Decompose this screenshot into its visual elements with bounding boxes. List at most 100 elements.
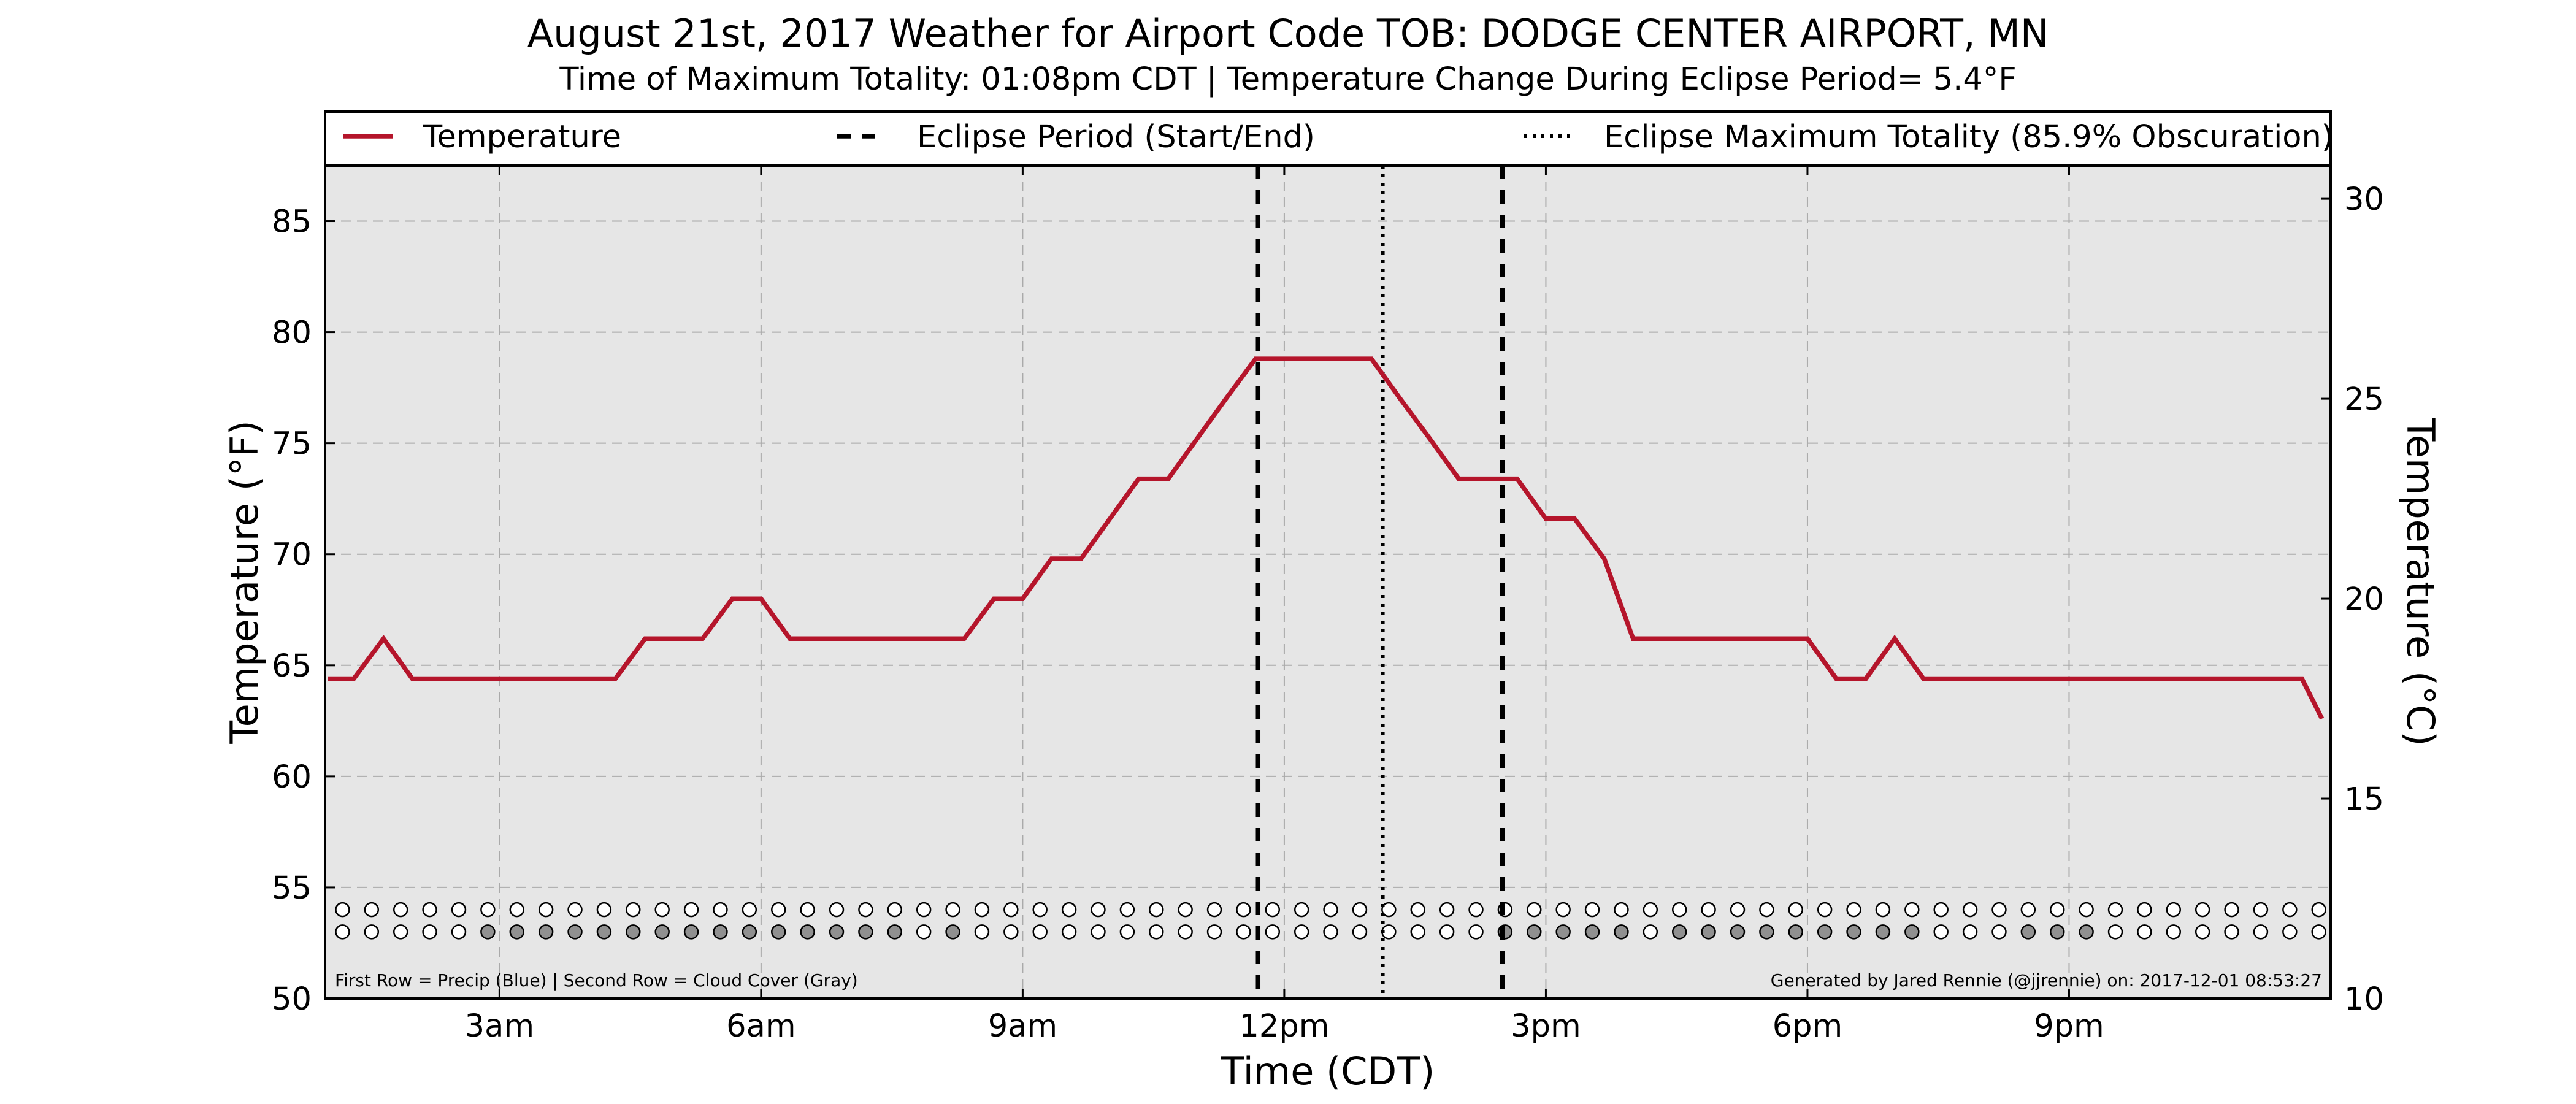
- precip-marker: [596, 902, 612, 918]
- temperature-line: [328, 356, 2325, 720]
- plot-area: [325, 166, 2331, 999]
- precip-marker: [567, 902, 583, 918]
- precip-marker: [1294, 902, 1309, 918]
- chart-title: August 21st, 2017 Weather for Airport Co…: [527, 11, 2049, 56]
- cloud-cover-marker: [945, 924, 960, 940]
- cloud-cover-marker: [770, 924, 786, 940]
- cloud-cover-marker: [1788, 924, 1804, 940]
- precip-marker: [974, 902, 990, 918]
- precip-marker: [1468, 902, 1484, 918]
- x-tick-label: 12pm: [1239, 1008, 1329, 1045]
- cloud-cover-marker: [2137, 924, 2152, 940]
- precip-marker: [422, 902, 437, 918]
- cloud-cover-marker: [596, 924, 612, 940]
- cloud-cover-marker: [1352, 924, 1368, 940]
- cloud-cover-marker: [1265, 924, 1281, 940]
- precip-marker: [1730, 902, 1746, 918]
- precip-marker: [1206, 902, 1222, 918]
- precip-marker: [1178, 902, 1193, 918]
- y-axis-right: 10 15 20 25 30: [2321, 182, 2384, 1018]
- precip-marker: [1555, 902, 1571, 918]
- y-right-tick-label: 20: [2344, 581, 2384, 618]
- cloud-cover-marker: [1032, 924, 1048, 940]
- precip-marker: [742, 902, 757, 918]
- precip-marker: [2107, 902, 2123, 918]
- precip-marker: [1149, 902, 1164, 918]
- cloud-cover-marker: [1614, 924, 1629, 940]
- x-tick-label: 6am: [726, 1008, 795, 1045]
- cloud-cover-marker: [974, 924, 990, 940]
- precip-marker: [538, 902, 554, 918]
- cloud-cover-marker: [1178, 924, 1193, 940]
- precip-marker: [364, 902, 380, 918]
- cloud-cover-marker: [451, 924, 467, 940]
- precip-marker: [1991, 902, 2007, 918]
- precip-marker: [1003, 902, 1019, 918]
- y-right-tick-label: 15: [2344, 781, 2384, 818]
- y-right-tick-label: 30: [2344, 182, 2384, 218]
- eclipse-lines: [1255, 166, 1505, 999]
- precip-marker: [1410, 902, 1425, 918]
- cloud-cover-marker: [829, 924, 845, 940]
- cloud-cover-marker: [654, 924, 670, 940]
- precip-marker: [1759, 902, 1774, 918]
- cloud-cover-marker: [713, 924, 728, 940]
- precip-marker: [887, 902, 903, 918]
- y-axis-left: 50 55 60 65 70 75 80 85: [272, 204, 335, 1018]
- y-tick-label: 80: [272, 315, 312, 351]
- cloud-cover-marker: [1904, 924, 1920, 940]
- precip-marker: [1527, 902, 1542, 918]
- cloud-cover-marker: [393, 924, 408, 940]
- y-tick-label: 75: [272, 426, 312, 462]
- cloud-cover-marker: [626, 924, 641, 940]
- cloud-cover-marker: [800, 924, 815, 940]
- footnote-left: First Row = Precip (Blue) | Second Row =…: [335, 970, 858, 991]
- y-right-tick-label: 25: [2344, 381, 2384, 418]
- cloud-cover-marker: [480, 924, 496, 940]
- precip-marker: [713, 902, 728, 918]
- y-tick-label: 85: [272, 204, 312, 240]
- x-tick-label: 3am: [465, 1008, 534, 1045]
- precip-marker: [626, 902, 641, 918]
- precip-marker: [1962, 902, 1978, 918]
- precip-marker: [1091, 902, 1106, 918]
- y-tick-label: 50: [272, 981, 312, 1018]
- cloud-cover-marker: [2224, 924, 2239, 940]
- precip-marker: [2224, 902, 2239, 918]
- cloud-cover-marker: [1846, 924, 1861, 940]
- cloud-cover-marker: [858, 924, 873, 940]
- grid-lines: [325, 166, 2331, 999]
- cloud-cover-marker: [1584, 924, 1600, 940]
- precip-marker: [1584, 902, 1600, 918]
- chart-subtitle: Time of Maximum Totality: 01:08pm CDT | …: [559, 61, 2016, 98]
- cloud-cover-marker: [1439, 924, 1455, 940]
- x-axis: 3am 6am 9am 12pm 3pm 6pm 9pm: [465, 166, 2104, 1045]
- precip-marker: [1032, 902, 1048, 918]
- precip-marker: [2137, 902, 2152, 918]
- legend-box: [324, 110, 2332, 167]
- cloud-cover-marker: [683, 924, 699, 940]
- cloud-cover-marker: [1119, 924, 1135, 940]
- y-tick-label: 70: [272, 537, 312, 573]
- precip-marker: [800, 902, 815, 918]
- precip-marker: [1846, 902, 1861, 918]
- cloud-cover-marker: [335, 924, 350, 940]
- plot-frame: [324, 164, 2332, 1000]
- precip-marker: [1265, 902, 1281, 918]
- precip-marker: [1614, 902, 1629, 918]
- precip-marker: [1119, 902, 1135, 918]
- precip-marker: [335, 902, 350, 918]
- y-tick-label: 60: [272, 759, 312, 795]
- cloud-cover-marker: [1875, 924, 1891, 940]
- cloud-cover-marker: [1149, 924, 1164, 940]
- cloud-cover-marker: [1701, 924, 1716, 940]
- cloud-cover-marker: [1759, 924, 1774, 940]
- cloud-cover-marker: [2166, 924, 2182, 940]
- precip-marker: [2079, 902, 2094, 918]
- observation-rows: [335, 902, 2326, 940]
- precip-marker: [1381, 902, 1397, 918]
- cloud-cover-marker: [1643, 924, 1658, 940]
- precip-marker: [2166, 902, 2182, 918]
- precip-marker: [451, 902, 467, 918]
